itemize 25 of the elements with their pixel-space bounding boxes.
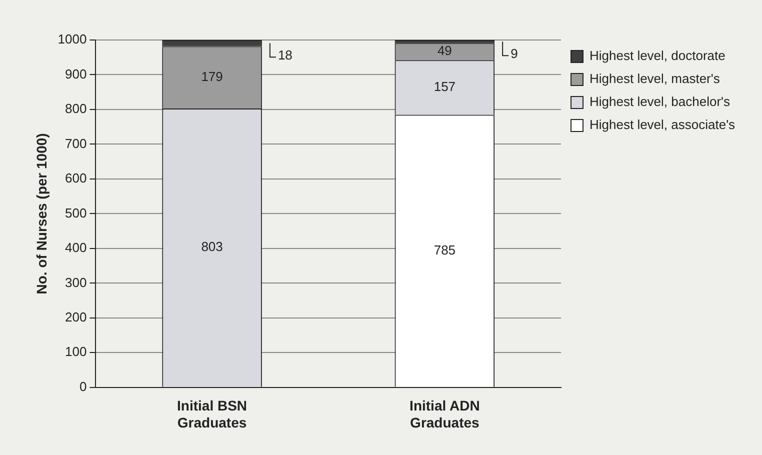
legend-label: Highest level, bachelor's: [590, 94, 730, 110]
y-tick-label: 300: [65, 274, 87, 290]
y-tick-label: 700: [65, 136, 87, 151]
y-tick-label: 200: [65, 310, 87, 324]
data-label: 18: [278, 48, 292, 63]
legend-label: Highest level, doctorate: [590, 48, 726, 64]
x-tick-label: Initial BSN Graduates: [177, 398, 248, 430]
y-tick-label: 0: [79, 378, 87, 394]
y-tick-label: 1000: [58, 32, 87, 47]
y-tick-label: 400: [65, 240, 87, 256]
data-label: 179: [201, 68, 223, 84]
y-tick-label: 800: [65, 101, 87, 116]
data-label: 803: [201, 239, 223, 254]
data-label: 785: [434, 242, 456, 258]
legend-label: Highest level, associate's: [590, 117, 736, 132]
y-tick-label: 900: [65, 66, 87, 82]
y-tick-label: 100: [65, 344, 87, 360]
data-label: 49: [437, 43, 452, 58]
y-axis-title: No. of Nurses (per 1000): [33, 133, 50, 294]
x-tick-label: Initial ADN Graduates: [410, 398, 480, 430]
y-tick-label: 600: [65, 170, 87, 186]
legend-label: Highest level, master's: [590, 71, 720, 86]
y-tick-label: 500: [65, 205, 87, 220]
data-label: 9: [510, 46, 518, 62]
data-label: 157: [434, 79, 456, 94]
